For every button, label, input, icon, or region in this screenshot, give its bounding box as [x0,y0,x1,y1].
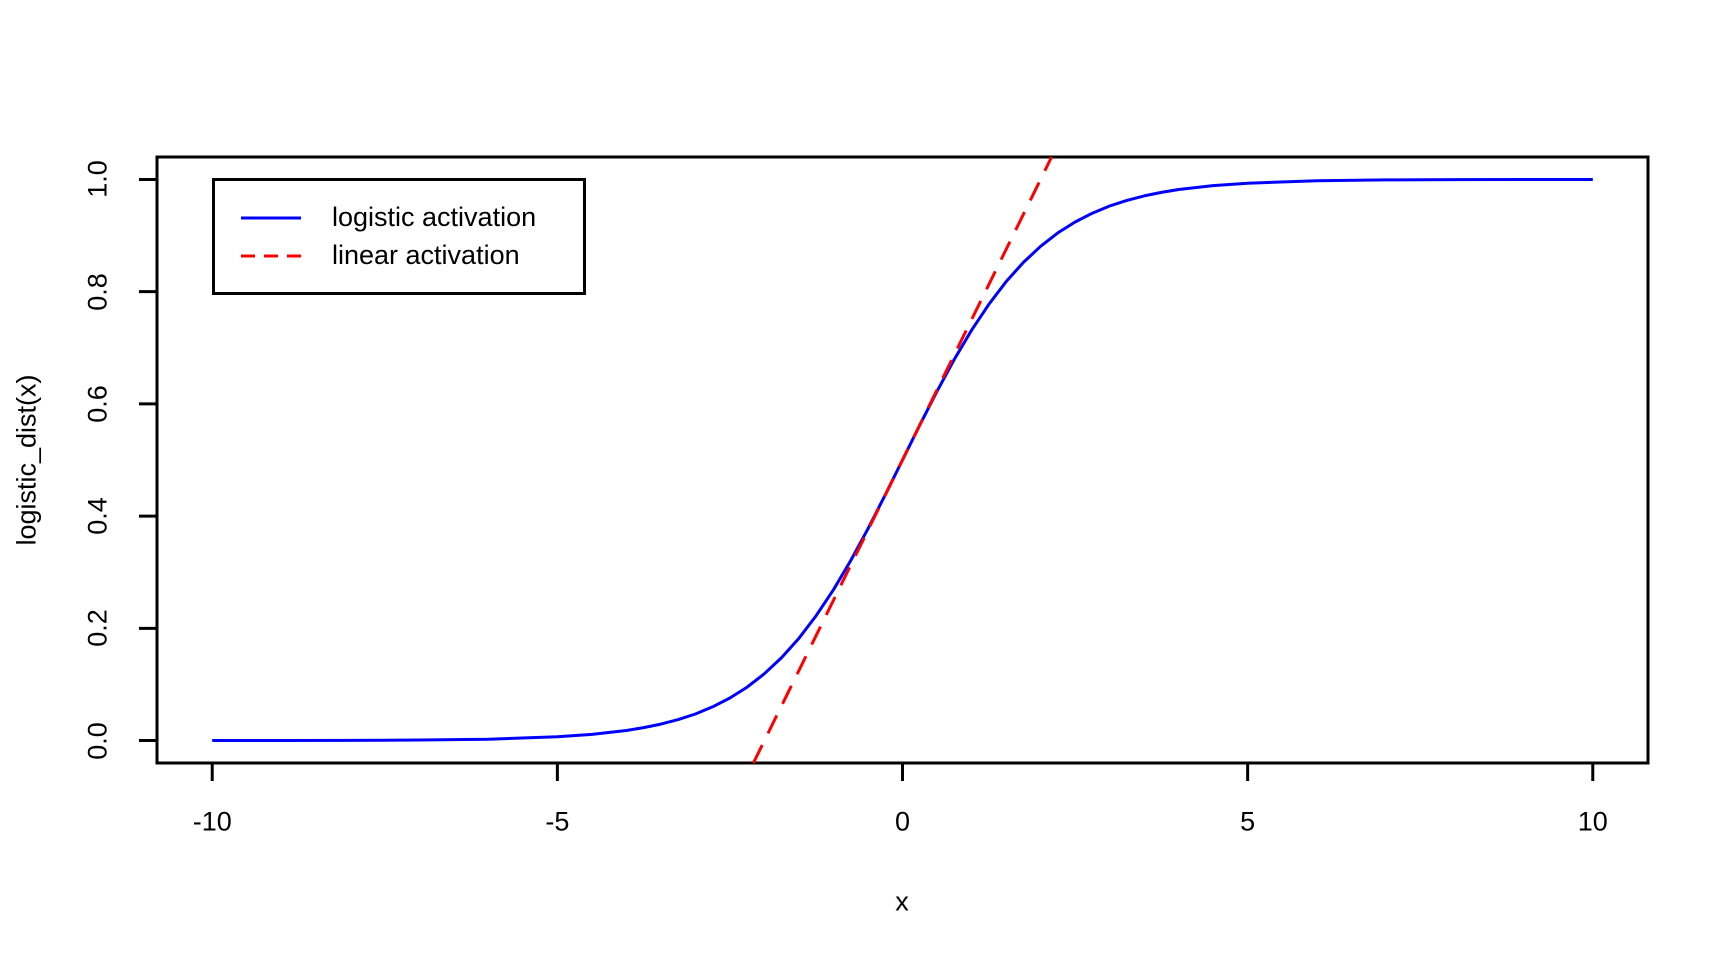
legend: logistic activation linear activation [212,178,586,295]
y-tick-label: 0.6 [82,385,113,423]
y-tick-label: 0.2 [82,609,113,648]
legend-dashed-line-icon [241,254,301,257]
y-tick-label: 0.4 [82,497,113,535]
linear-activation-curve [752,156,1053,764]
legend-solid-line-icon [241,216,301,219]
x-tick-label: 10 [1577,806,1608,837]
x-tick-label: 0 [894,806,911,837]
legend-label-linear: linear activation [332,240,520,270]
y-tick-label: 1.0 [82,160,113,199]
y-axis-title: logistic_dist(x) [11,374,42,546]
x-axis-title: x [895,886,909,917]
legend-item-logistic: logistic activation [215,199,583,237]
legend-label-logistic: logistic activation [332,202,537,232]
x-tick-label: 5 [1240,806,1256,837]
x-tick-label: -5 [545,806,570,837]
y-tick-label: 0.8 [82,272,113,311]
y-tick-label: 0.0 [82,721,113,760]
x-tick-label: -10 [192,806,232,837]
legend-item-linear: linear activation [215,237,583,275]
